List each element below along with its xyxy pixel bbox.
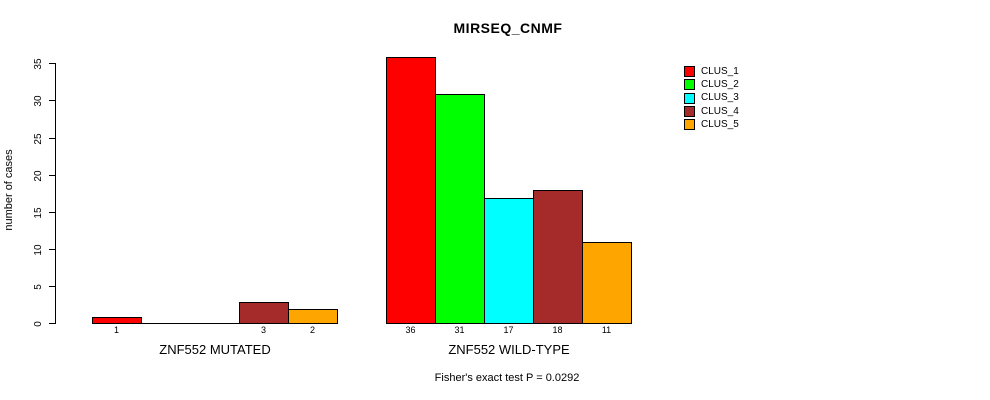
- bar-clus_4: [533, 190, 583, 324]
- y-axis-tick: [49, 285, 56, 287]
- bar-clus_5: [288, 309, 338, 324]
- chart-title: MIRSEQ_CNMF: [453, 20, 563, 36]
- bar-value-label: 3: [260, 325, 267, 335]
- bar-clus_3: [484, 198, 534, 324]
- y-axis-tick: [49, 211, 56, 213]
- zero-height-bar: [141, 323, 191, 324]
- y-axis-tick-label: 5: [33, 284, 44, 290]
- y-axis-tick-label: 10: [33, 244, 44, 256]
- y-axis-tick: [49, 248, 56, 250]
- bar-clus_1: [92, 317, 142, 324]
- legend-item: CLUS_1: [684, 65, 739, 78]
- legend-label: CLUS_1: [701, 65, 739, 77]
- legend: CLUS_1 CLUS_2 CLUS_3 CLUS_4 CLUS_5: [684, 65, 739, 131]
- y-axis-title: number of cases: [3, 149, 15, 231]
- bar-clus_1: [386, 57, 436, 324]
- legend-label: CLUS_3: [701, 92, 739, 104]
- y-axis-line: [55, 64, 56, 324]
- legend-color-swatch: [684, 66, 695, 78]
- legend-label: CLUS_5: [701, 118, 739, 130]
- x-group-label-wildtype: ZNF552 WILD-TYPE: [448, 342, 570, 357]
- legend-item: CLUS_2: [684, 78, 739, 91]
- legend-label: CLUS_4: [701, 105, 739, 117]
- bar-value-label: 1: [113, 325, 120, 335]
- legend-color-swatch: [684, 79, 695, 91]
- zero-height-bar: [190, 323, 240, 324]
- bar-value-label: 11: [601, 325, 612, 335]
- y-axis-tick: [49, 100, 56, 102]
- legend-color-swatch: [684, 92, 695, 104]
- x-group-label-mutated: ZNF552 MUTATED: [159, 342, 271, 357]
- bar-clus_4: [239, 302, 289, 324]
- bar-value-label: 18: [552, 325, 563, 335]
- bar-value-label: 17: [503, 325, 514, 335]
- y-axis-tick-label: 35: [33, 58, 44, 70]
- y-axis-tick-label: 25: [33, 132, 44, 145]
- y-axis-tick-label: 0: [33, 321, 44, 327]
- legend-color-swatch: [684, 106, 695, 118]
- legend-item: CLUS_4: [684, 105, 739, 118]
- bar-value-label: 36: [405, 325, 416, 335]
- bar-value-label: 2: [309, 325, 316, 335]
- y-axis-tick: [49, 323, 56, 324]
- legend-label: CLUS_2: [701, 78, 739, 90]
- bar-value-label: 31: [454, 325, 465, 335]
- y-axis-tick: [49, 63, 56, 65]
- y-axis-tick-label: 20: [33, 170, 44, 182]
- y-axis-tick: [49, 174, 56, 176]
- y-axis-tick-label: 30: [33, 95, 44, 107]
- bar-clus_2: [435, 94, 485, 324]
- y-axis-tick: [49, 137, 56, 139]
- legend-item: CLUS_3: [684, 92, 739, 105]
- legend-item: CLUS_5: [684, 118, 739, 131]
- fisher-test-caption: Fisher's exact test P = 0.0292: [434, 372, 580, 384]
- legend-color-swatch: [684, 119, 695, 131]
- bar-clus_5: [582, 242, 632, 324]
- y-axis-tick-label: 15: [33, 207, 44, 219]
